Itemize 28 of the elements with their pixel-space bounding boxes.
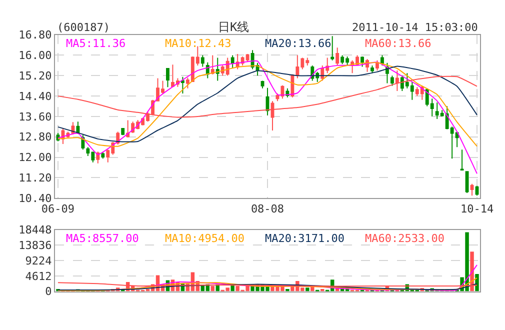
y-tick-label: 13836 [18, 239, 52, 252]
y-tick-label: 0 [45, 285, 52, 298]
y-tick-label: 16.00 [18, 49, 52, 62]
chart-title: (600187) [57, 21, 110, 34]
text: 2011-10-14 15:03:00 [352, 21, 478, 34]
chart-subtitle: 日K线 [218, 20, 250, 34]
text: MA20:3171.00 [265, 232, 344, 245]
y-tick-label: 12.00 [18, 151, 52, 164]
y-tick-label: 12.80 [18, 130, 52, 144]
y-tick-label: 10.40 [18, 192, 52, 205]
series-label: MA20:13.66 [265, 37, 332, 50]
y-tick-label: 16.80 [18, 28, 52, 42]
text: MA5:11.36 [66, 37, 126, 50]
y-tick-label: 9224 [25, 254, 52, 268]
x-tick-label: 06-09 [41, 202, 75, 216]
y-tick-label: 4612 [25, 270, 52, 283]
text: MA10:4954.00 [165, 232, 244, 245]
y-tick-label: 15.20 [18, 70, 52, 82]
text: MA5:8557.00 [66, 232, 139, 245]
text: MA60:2533.00 [365, 232, 444, 245]
y-tick-label: 18448 [18, 224, 52, 237]
y-tick-label: 13.60 [18, 110, 52, 124]
x-tick-label: 10-14 [460, 202, 494, 216]
x-tick-label: 08-08 [250, 202, 284, 216]
y-tick-label: 11.20 [18, 172, 52, 185]
y-tick-label: 14.40 [18, 90, 52, 103]
series-label: MA10:12.43 [165, 37, 232, 50]
text: MA60:13.66 [365, 37, 432, 50]
